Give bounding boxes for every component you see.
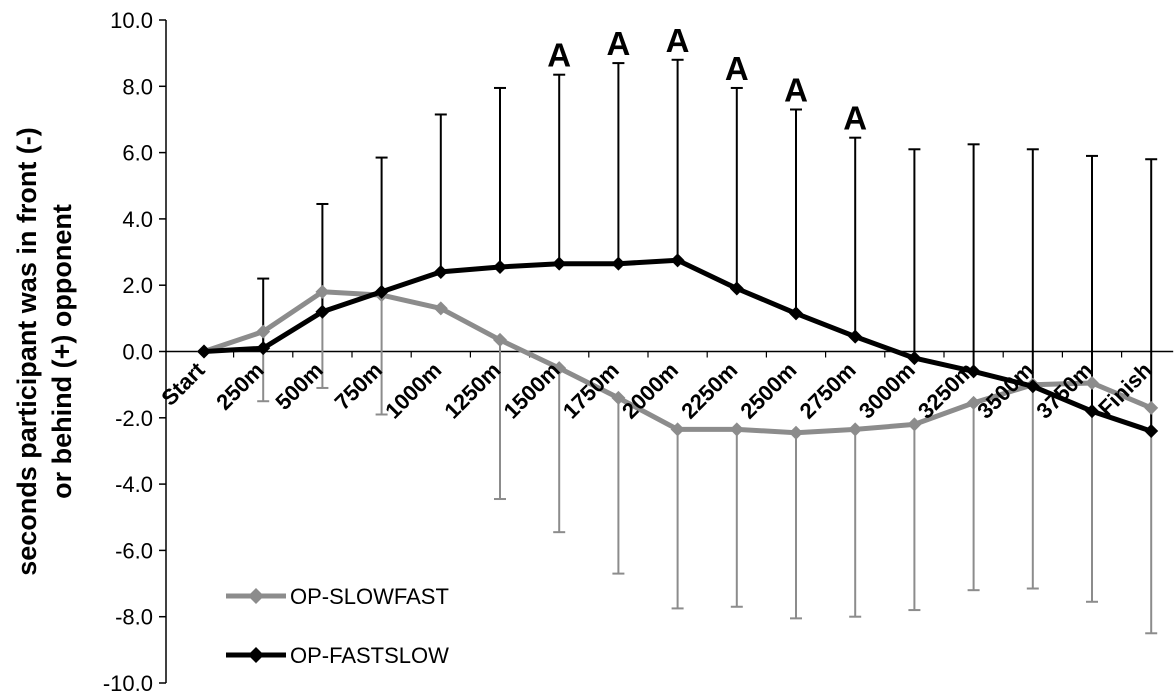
x-tick-label: 750m [330,357,387,414]
data-point [1085,404,1099,419]
data-point [315,304,330,319]
x-tick-label: 1750m [558,357,624,423]
data-point [848,329,863,344]
data-point [907,351,922,366]
x-tick-label: 250m [211,357,268,414]
data-point [433,264,448,279]
data-point [611,256,626,271]
legend-label: OP-FASTSLOW [290,643,449,668]
legend-swatch-marker [248,647,264,663]
legend-label: OP-SLOWFAST [290,584,449,609]
data-point [966,395,981,410]
data-point [670,422,685,437]
data-point [670,253,685,268]
y-tick-label: 4.0 [122,207,153,232]
data-point [256,341,271,356]
data-point [848,422,863,437]
x-tick-label: 1250m [439,357,505,423]
data-point [1025,379,1040,394]
data-point [789,306,803,321]
x-tick-label: 2250m [676,357,742,423]
data-point [315,284,330,299]
y-axis-label-line-2: or behind (+) opponent [47,204,77,499]
significance-annotation: A [725,50,749,87]
x-tick-label: 3000m [854,357,920,423]
data-point [1085,375,1099,390]
y-tick-label: -2.0 [115,406,153,431]
x-tick-label: 3500m [972,357,1038,423]
significance-annotation: A [547,37,571,74]
data-point [729,422,744,437]
x-tick-label: 1500m [499,357,565,423]
x-tick-label: 1000m [380,357,446,423]
data-point [197,344,211,359]
x-tick-label: Start [156,357,210,411]
data-point [552,361,567,376]
data-point [493,259,507,274]
data-point [966,364,981,379]
y-tick-label: -8.0 [115,605,153,630]
data-point [789,425,803,440]
y-tick-label: 2.0 [122,273,153,298]
data-point [1144,400,1159,415]
y-axis-label-line-1: seconds participant was in front (-) [12,127,42,576]
data-point [729,281,744,296]
y-tick-label: 8.0 [122,74,153,99]
significance-annotation: A [666,22,690,59]
x-tick-label: 500m [270,357,327,414]
y-tick-label: 10.0 [110,8,153,33]
y-tick-label: -6.0 [115,538,153,563]
data-point [907,417,922,432]
significance-annotation: A [606,25,630,62]
significance-annotation: A [784,72,808,109]
data-point [374,284,389,299]
data-point [611,390,626,405]
x-tick-label: 2500m [735,357,801,423]
data-point [1144,424,1159,439]
y-tick-label: 0.0 [122,340,153,365]
data-point [256,324,271,339]
data-point [433,301,448,316]
y-tick-label: 6.0 [122,141,153,166]
data-point [493,332,507,347]
y-tick-label: -4.0 [115,472,153,497]
x-tick-label: 2750m [795,357,861,423]
y-tick-label: -10.0 [103,671,153,696]
legend-swatch-marker [248,588,264,604]
significance-annotation: A [843,100,867,137]
data-point [552,256,567,271]
